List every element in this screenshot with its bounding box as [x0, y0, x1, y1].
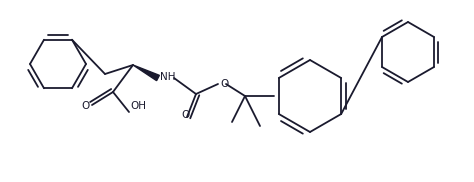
- Polygon shape: [133, 65, 159, 81]
- Text: O: O: [220, 79, 228, 89]
- Text: OH: OH: [130, 101, 146, 111]
- Text: NH: NH: [160, 72, 175, 82]
- Text: O: O: [182, 110, 190, 120]
- Text: O: O: [82, 101, 90, 111]
